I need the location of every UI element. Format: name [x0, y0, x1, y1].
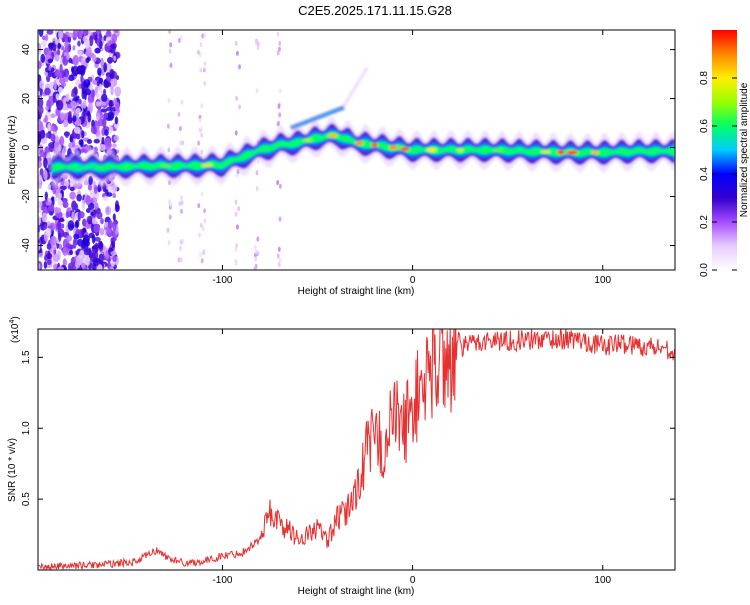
spectrogram-y-tick-label: 20 — [21, 93, 32, 105]
spectrogram-x-axis-label: Height of straight line (km) — [298, 286, 415, 297]
svg-text:(x104): (x104) — [9, 316, 21, 343]
snr-y-tick-label: 1.5 — [21, 350, 32, 364]
snr-y-axis-label: SNR (10 * v/v) — [7, 438, 18, 502]
spectrogram-ticks: -100 0 100 -40 -20 0 20 40 — [21, 30, 675, 286]
spectrogram-frame — [37, 29, 676, 271]
spectrogram-panel: -100 0 100 -40 -20 0 20 40 Height of straight l… — [7, 29, 676, 297]
snr-multiplier-base: (x10 — [10, 323, 21, 343]
colorbar-label: Normalized spectral amplitude — [739, 82, 750, 217]
chart-title: C2E5.2025.171.11.15.G28 — [298, 3, 452, 18]
colorbar-tick-label: 0.0 — [699, 263, 710, 277]
colorbar-tick-label: 0.4 — [699, 167, 710, 181]
snr-multiplier: (x104) — [9, 316, 21, 343]
spectrogram-x-tick-label: -100 — [212, 275, 232, 286]
snr-multiplier-exponent: 4 — [9, 320, 16, 324]
spectrogram-y-tick-label: 40 — [21, 44, 32, 56]
snr-x-axis-label: Height of straight line (km) — [298, 586, 415, 597]
spectrogram-noise — [38, 30, 283, 270]
colorbar-tick-label: 0.6 — [699, 119, 710, 133]
spectrogram-marks — [38, 30, 675, 270]
snr-ticks: -100 0 100 0.5 1.0 1.5 — [21, 329, 675, 586]
snr-y-tick-label: 1.0 — [21, 421, 32, 435]
colorbar-tick-label: 0.2 — [699, 215, 710, 229]
spectral-ridge — [51, 66, 675, 187]
colorbar-ticks: 0.0 0.2 0.4 0.6 0.8 — [699, 71, 737, 277]
snr-marks — [38, 329, 675, 570]
snr-x-tick-label: 100 — [594, 575, 611, 586]
snr-x-tick-label: -100 — [212, 575, 232, 586]
snr-y-tick-label: 0.5 — [21, 492, 32, 506]
colorbar-tick-label: 0.8 — [699, 71, 710, 85]
colorbar-gradient — [712, 30, 737, 270]
spectrogram-y-tick-label: -40 — [21, 238, 32, 253]
colorbar: 0.0 0.2 0.4 0.6 0.8 Normalized spectral ampl… — [699, 30, 750, 277]
spectrogram-y-tick-label: 0 — [21, 144, 32, 150]
spectrogram-y-tick-label: -20 — [21, 189, 32, 204]
snr-frame — [37, 328, 676, 571]
snr-panel: -100 0 100 0.5 1.0 1.5 Height of straight lin… — [7, 316, 676, 597]
spectrogram-x-tick-label: 0 — [410, 275, 416, 286]
snr-x-tick-label: 0 — [410, 575, 416, 586]
snr-series-line — [38, 329, 675, 570]
spectrogram-y-axis-label: Frequency (Hz) — [7, 116, 18, 185]
spectrogram-x-tick-label: 100 — [594, 275, 611, 286]
